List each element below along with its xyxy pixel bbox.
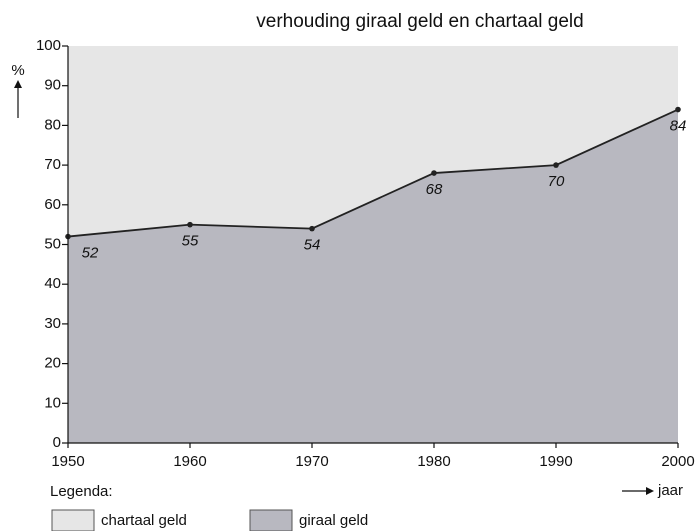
line bbox=[67, 108, 679, 238]
legend-label: giraal geld bbox=[299, 512, 368, 529]
area bbox=[68, 46, 678, 237]
value-label: 55 bbox=[182, 233, 199, 250]
x-tick-label: 1970 bbox=[295, 453, 328, 470]
x-tick-label: 2000 bbox=[661, 453, 694, 470]
y-tick-label: 20 bbox=[44, 355, 61, 372]
value-label: 70 bbox=[548, 173, 565, 190]
x-arrow-head bbox=[646, 487, 654, 495]
y-axis-label: % bbox=[11, 62, 24, 79]
y-tick-label: 0 bbox=[53, 434, 61, 451]
y-tick-label: 90 bbox=[44, 77, 61, 94]
point bbox=[187, 221, 193, 228]
value-label: 54 bbox=[304, 237, 321, 254]
y-tick-label: 70 bbox=[44, 156, 61, 173]
value-label: 84 bbox=[670, 117, 687, 134]
y-tick-label: 10 bbox=[44, 394, 61, 411]
y-tick-label: 80 bbox=[44, 116, 61, 133]
chart-title: verhouding giraal geld en chartaal geld bbox=[256, 11, 583, 32]
legend-label: chartaal geld bbox=[101, 512, 187, 529]
y-tick-label: 30 bbox=[44, 315, 61, 332]
point bbox=[553, 162, 559, 168]
legend-title: Legenda: bbox=[50, 483, 113, 500]
x-axis-label: jaar bbox=[657, 482, 683, 499]
point bbox=[309, 225, 315, 232]
y-tick-label: 40 bbox=[44, 275, 61, 292]
y-tick-label: 100 bbox=[36, 37, 61, 54]
x-tick-label: 1980 bbox=[417, 453, 450, 470]
point bbox=[675, 106, 681, 113]
value-label: 68 bbox=[426, 181, 443, 198]
x-tick-label: 1990 bbox=[539, 453, 572, 470]
point bbox=[431, 170, 437, 176]
y-tick-label: 60 bbox=[44, 196, 61, 213]
area bbox=[68, 109, 678, 444]
legend-swatch bbox=[51, 509, 95, 531]
x-tick-label: 1960 bbox=[173, 453, 206, 470]
legend-swatch bbox=[249, 509, 293, 531]
value-label: 52 bbox=[82, 245, 99, 262]
x-tick-label: 1950 bbox=[51, 453, 84, 470]
y-tick-label: 50 bbox=[44, 235, 61, 252]
y-arrow-head bbox=[14, 80, 22, 88]
